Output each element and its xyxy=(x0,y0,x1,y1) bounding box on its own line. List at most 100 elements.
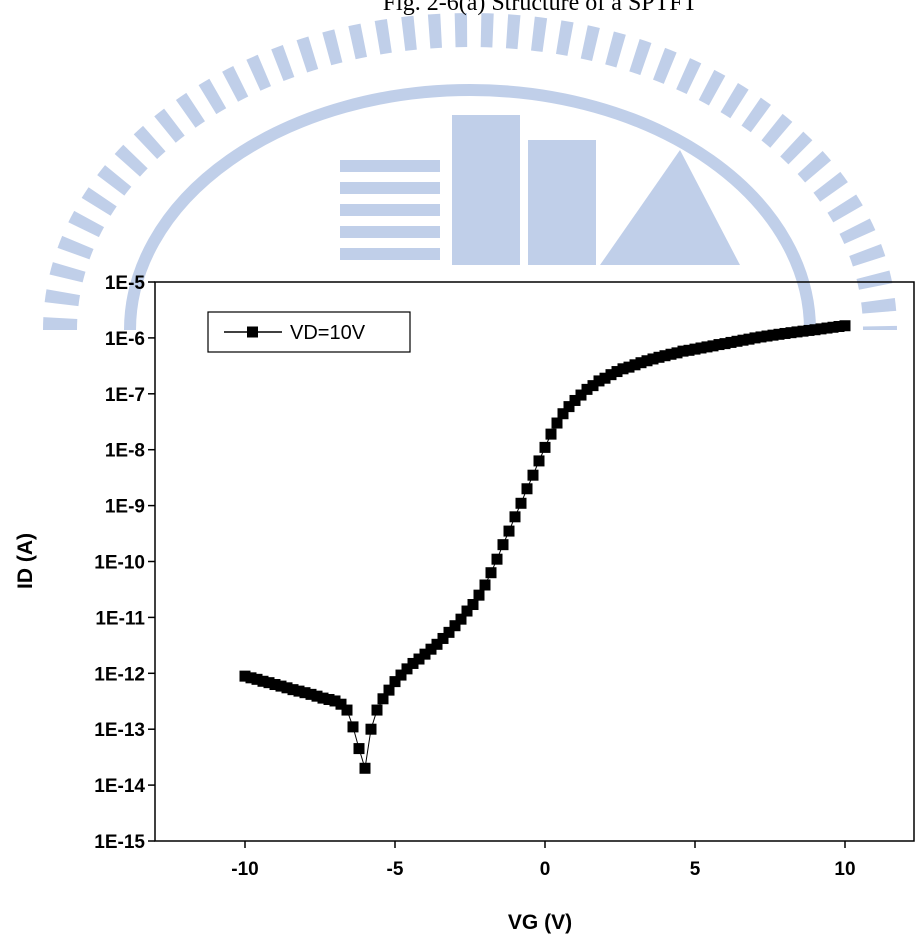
data-point xyxy=(629,359,641,371)
x-tick-label: 0 xyxy=(540,859,551,880)
data-point xyxy=(437,632,449,644)
data-point xyxy=(797,325,809,337)
data-point xyxy=(761,330,773,342)
legend-label: VD=10V xyxy=(290,322,366,344)
y-tick-label: 1E-15 xyxy=(94,832,145,853)
data-point xyxy=(659,350,671,362)
data-point xyxy=(419,648,431,660)
data-point xyxy=(779,327,791,339)
data-point xyxy=(809,324,821,336)
data-point xyxy=(611,366,623,378)
data-point xyxy=(269,679,281,691)
data-point xyxy=(287,684,299,696)
data-point xyxy=(575,389,587,401)
figure-caption: Fig. 2-6(a) Structure of a SPTFT xyxy=(383,0,698,16)
data-point xyxy=(731,335,743,347)
data-point xyxy=(551,417,563,429)
data-point xyxy=(599,372,611,384)
data-point xyxy=(557,408,569,420)
data-point xyxy=(521,483,533,495)
data-point xyxy=(275,680,287,692)
data-point xyxy=(257,675,269,687)
y-tick-label: 1E-8 xyxy=(105,441,145,462)
data-point xyxy=(713,339,725,351)
data-point xyxy=(455,613,467,625)
data-point xyxy=(389,676,401,688)
data-point xyxy=(695,342,707,354)
data-point xyxy=(827,321,839,333)
data-point xyxy=(383,684,395,696)
y-tick-label: 1E-12 xyxy=(94,664,145,685)
data-point xyxy=(815,323,827,335)
y-tick-label: 1E-11 xyxy=(95,608,145,629)
data-point xyxy=(791,326,803,338)
data-point xyxy=(653,351,665,363)
data-point xyxy=(371,704,383,716)
data-point xyxy=(281,682,293,694)
data-point xyxy=(293,685,305,697)
y-tick-label: 1E-7 xyxy=(105,385,145,406)
data-point xyxy=(725,336,737,348)
data-point xyxy=(749,332,761,344)
data-point xyxy=(311,690,323,702)
data-point xyxy=(617,363,629,375)
data-point xyxy=(491,553,503,565)
data-point xyxy=(245,672,257,684)
data-point xyxy=(515,497,527,509)
data-point xyxy=(407,657,419,669)
y-tick-label: 1E-13 xyxy=(94,720,145,741)
data-point xyxy=(299,687,311,699)
x-tick-label: -5 xyxy=(387,859,404,880)
data-point xyxy=(395,669,407,681)
data-point xyxy=(773,328,785,340)
data-point xyxy=(479,579,491,591)
data-point xyxy=(527,469,539,481)
data-point xyxy=(701,341,713,353)
data-point xyxy=(347,721,359,733)
y-tick-label: 1E-9 xyxy=(105,497,145,518)
data-point xyxy=(755,331,767,343)
legend: VD=10V xyxy=(207,311,411,353)
data-point xyxy=(425,643,437,655)
data-point xyxy=(317,692,329,704)
watermark-arc xyxy=(43,13,897,331)
data-point xyxy=(377,693,389,705)
data-point xyxy=(533,455,545,467)
data-point xyxy=(329,695,341,707)
data-point xyxy=(647,353,659,365)
data-point xyxy=(461,605,473,617)
data-point xyxy=(503,525,515,537)
legend-marker xyxy=(247,326,258,338)
data-point xyxy=(665,348,677,360)
data-point xyxy=(545,428,557,440)
data-point xyxy=(689,343,701,355)
data-point xyxy=(833,320,845,332)
data-point xyxy=(401,663,413,675)
x-tick-label: -10 xyxy=(231,859,258,880)
data-point xyxy=(473,589,485,601)
data-point xyxy=(641,355,653,367)
data-point xyxy=(485,567,497,579)
data-point xyxy=(509,511,521,523)
y-tick-label: 1E-10 xyxy=(94,553,145,574)
data-point xyxy=(251,673,263,685)
data-point xyxy=(767,329,779,341)
data-point xyxy=(821,322,833,334)
data-point xyxy=(467,599,479,611)
data-point xyxy=(839,320,851,332)
plot-frame xyxy=(154,281,915,842)
data-point xyxy=(581,383,593,395)
data-point xyxy=(449,620,461,632)
data-point xyxy=(737,334,749,346)
data-point xyxy=(683,344,695,356)
data-point xyxy=(719,338,731,350)
y-tick-label: 1E-6 xyxy=(105,329,145,350)
data-point xyxy=(803,324,815,336)
data-point xyxy=(707,340,719,352)
y-tick-label: 1E-5 xyxy=(105,273,146,294)
data-point xyxy=(785,327,797,339)
x-tick-label: 10 xyxy=(834,859,855,880)
watermark-blocks xyxy=(340,115,740,265)
data-point xyxy=(365,723,377,735)
